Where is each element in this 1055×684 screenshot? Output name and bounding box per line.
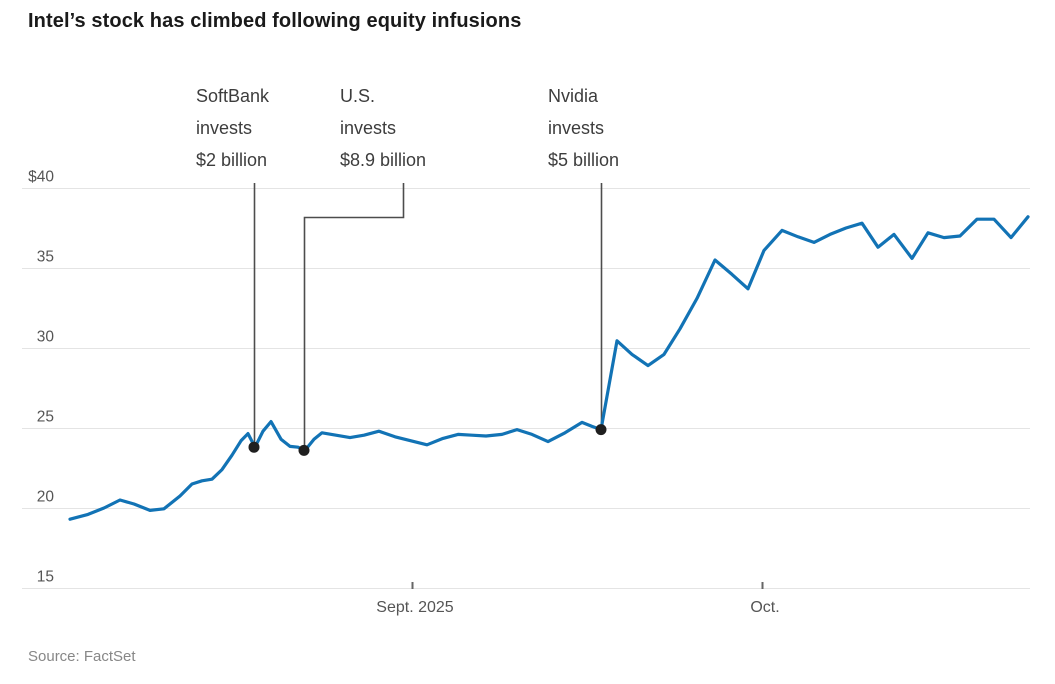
annotation-softbank-line2: invests: [196, 118, 253, 138]
y-axis-tick-label: 20: [37, 489, 55, 506]
y-axis-tick-label: $40: [28, 169, 54, 186]
annotation-us-line3: $8.9 billion: [340, 150, 427, 170]
y-axis-tick-label: 30: [37, 329, 55, 346]
source-credit: Source: FactSet: [28, 648, 136, 665]
annotation-nvidia-line2: invests: [548, 118, 605, 138]
y-axis-tick-label: 25: [37, 409, 54, 426]
y-axis-tick-label: 35: [37, 249, 54, 266]
x-axis-tick-label: Oct.: [750, 599, 779, 616]
y-axis-tick-label: 15: [37, 569, 54, 586]
annotation-softbank: SoftBank invests $2 billion: [196, 80, 269, 176]
event-dot: [595, 424, 607, 436]
price-line: [68, 215, 1030, 521]
annotation-nvidia-line1: Nvidia: [548, 86, 599, 106]
event-dot: [298, 444, 310, 456]
annotation-nvidia-line3: $5 billion: [548, 150, 620, 170]
event-dot: [248, 441, 260, 453]
annotation-softbank-line3: $2 billion: [196, 150, 268, 170]
annotation-us: U.S. invests $8.9 billion: [340, 80, 426, 176]
x-axis-tick-label: Sept. 2025: [376, 599, 454, 616]
annotation-us-line1: U.S.: [340, 86, 376, 106]
annotation-nvidia: Nvidia invests $5 billion: [548, 80, 619, 176]
annotation-connector-line: [303, 183, 405, 451]
chart-title: Intel’s stock has climbed following equi…: [28, 10, 522, 32]
annotation-softbank-line1: SoftBank: [196, 86, 270, 106]
annotation-us-line2: invests: [340, 118, 397, 138]
